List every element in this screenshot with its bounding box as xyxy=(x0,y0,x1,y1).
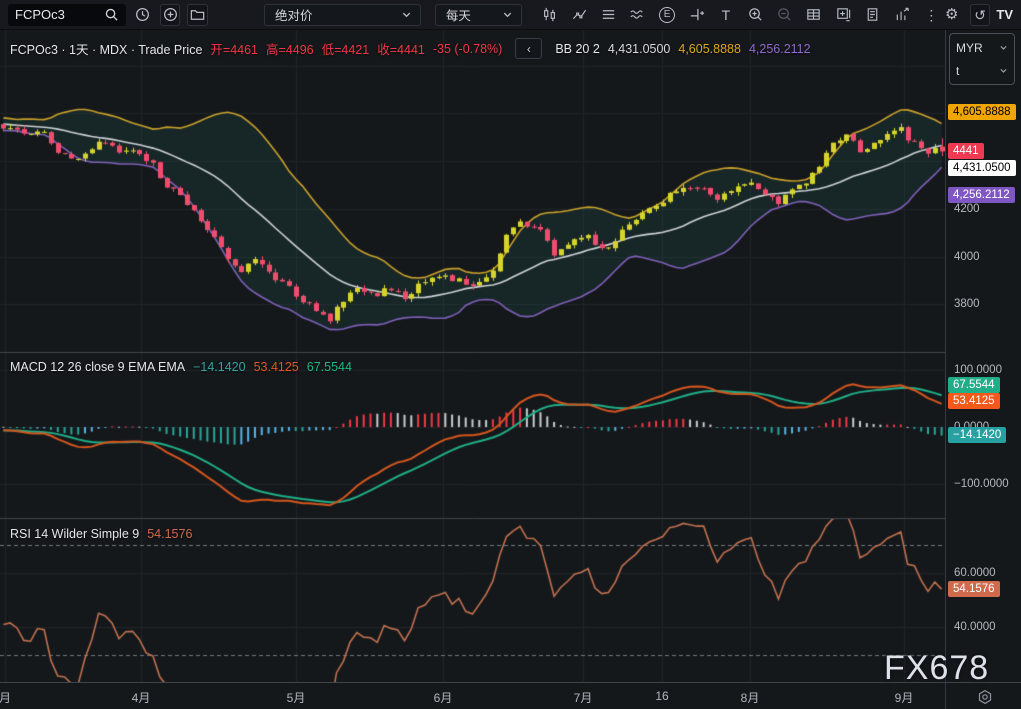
symbol-name: FCPOc3 xyxy=(15,7,65,22)
compare-add-button[interactable] xyxy=(160,4,181,26)
axis-tick-label: −100.0000 xyxy=(954,477,1009,491)
axis-tick-label: 60.0000 xyxy=(954,566,996,580)
trading-chart-app: FCPOc3 绝对价 每天 xyxy=(0,0,1021,709)
indicators-icon[interactable] xyxy=(569,4,589,26)
axis-unit-box: MYR t xyxy=(949,33,1015,85)
bb-legend-name: BB 20 2 xyxy=(555,42,599,56)
time-axis[interactable]: 月 4月 5月 6月 7月 16 8月 9月 xyxy=(0,682,1021,709)
economic-events-icon[interactable]: E xyxy=(657,4,677,26)
axis-tick-label: 100.0000 xyxy=(954,363,1002,377)
price-scale-dropdown[interactable]: 绝对价 xyxy=(264,4,421,26)
rsi-legend: RSI 14 Wilder Simple 9 54.1576 xyxy=(10,527,192,541)
price-badge: 67.5544 xyxy=(948,377,1000,393)
rsi-value: 54.1576 xyxy=(147,527,192,541)
axis-tick-label: 3800 xyxy=(954,297,980,311)
time-tick-label: 8月 xyxy=(741,689,760,706)
ohlc-low: 低=4421 xyxy=(322,39,370,58)
open-layout-folder-button[interactable] xyxy=(187,4,208,26)
price-badge: 4441 xyxy=(948,143,984,159)
interval-dropdown[interactable]: 每天 xyxy=(435,4,522,26)
main-legend-title: FCPOc3 · 1天 · MDX · Trade Price xyxy=(10,39,202,58)
time-tick-label: 4月 xyxy=(132,689,151,706)
notes-icon[interactable] xyxy=(862,4,882,26)
tradingview-logo[interactable]: TV xyxy=(996,7,1013,22)
macd-signal-value: 67.5544 xyxy=(307,360,352,374)
axis-tick-label: 40.0000 xyxy=(954,620,996,634)
ohlc-open: 开=4461 xyxy=(210,39,258,58)
legend-collapse-button[interactable]: ‹ xyxy=(515,38,542,59)
bb-lower-value: 4,256.2112 xyxy=(749,42,811,56)
macd-legend: MACD 12 26 close 9 EMA EMA −14.1420 53.4… xyxy=(10,360,352,374)
settings-gear-icon[interactable]: ⚙ xyxy=(942,4,962,26)
price-badge: 53.4125 xyxy=(948,393,1000,409)
time-tick-label: 16 xyxy=(655,689,668,703)
unit-value: t xyxy=(956,64,959,78)
text-tool-icon[interactable]: T xyxy=(716,4,736,26)
interval-value: 每天 xyxy=(446,5,471,24)
right-axis[interactable]: MYR t 4200 4000 3800 4,605.8888 44414,431.05… xyxy=(945,30,1021,682)
chart-area: FCPOc3 · 1天 · MDX · Trade Price 开=4461 高… xyxy=(0,30,1021,682)
top-toolbar: FCPOc3 绝对价 每天 xyxy=(0,0,1021,30)
publish-chart-icon[interactable] xyxy=(892,4,912,26)
axis-tick-label: 4000 xyxy=(954,250,980,264)
zoom-out-icon[interactable] xyxy=(774,4,794,26)
main-legend: FCPOc3 · 1天 · MDX · Trade Price 开=4461 高… xyxy=(10,38,811,59)
ohlc-high: 高=4496 xyxy=(266,39,314,58)
zoom-in-icon[interactable] xyxy=(745,4,765,26)
price-badge: 4,605.8888 xyxy=(948,104,1016,120)
layout-template-icon[interactable] xyxy=(833,4,853,26)
table-view-icon[interactable] xyxy=(804,4,824,26)
price-badge: 4,431.0500 xyxy=(948,160,1016,176)
price-badge: −14.1420 xyxy=(948,427,1006,443)
currency-dropdown[interactable]: MYR xyxy=(956,41,1008,55)
clock-icon[interactable] xyxy=(133,4,153,26)
bb-basis-value: 4,431.0500 xyxy=(608,42,671,56)
time-tick-label: 7月 xyxy=(574,689,593,706)
price-badge: 4,256.2112 xyxy=(948,187,1015,203)
symbol-search[interactable]: FCPOc3 xyxy=(8,4,126,26)
chevron-down-icon xyxy=(999,66,1008,75)
chart-style-icon[interactable] xyxy=(540,4,560,26)
unit-dropdown[interactable]: t xyxy=(956,64,1008,78)
search-icon xyxy=(104,7,119,22)
chart-canvas[interactable] xyxy=(0,30,945,682)
measure-icon[interactable] xyxy=(686,4,706,26)
time-tick-label: 月 xyxy=(0,689,11,706)
price-scale-value: 绝对价 xyxy=(275,5,313,24)
chevron-down-icon xyxy=(401,9,412,20)
ohlc-close: 收=4441 xyxy=(377,39,425,58)
chevron-down-icon xyxy=(502,9,513,20)
axis-tick-label: 4200 xyxy=(954,202,980,216)
more-options-icon[interactable]: ⋮ xyxy=(921,4,941,26)
currency-value: MYR xyxy=(956,41,983,55)
undo-icon[interactable]: ↺ xyxy=(970,4,991,26)
ohlc-change: -35 (-0.78%) xyxy=(433,42,502,56)
price-badge: 54.1576 xyxy=(948,581,1000,597)
rsi-legend-name: RSI 14 Wilder Simple 9 xyxy=(10,527,139,541)
watermark: FX678 xyxy=(884,649,989,688)
bb-upper-value: 4,605.8888 xyxy=(678,42,741,56)
chevron-down-icon xyxy=(999,43,1008,52)
time-tick-label: 9月 xyxy=(895,689,914,706)
time-tick-label: 5月 xyxy=(287,689,306,706)
macd-histogram-value: −14.1420 xyxy=(193,360,245,374)
time-axis-settings-icon[interactable] xyxy=(974,686,996,708)
patterns-icon[interactable] xyxy=(628,4,648,26)
macd-line-value: 53.4125 xyxy=(254,360,299,374)
indicator-templates-icon[interactable] xyxy=(598,4,618,26)
time-tick-label: 6月 xyxy=(434,689,453,706)
macd-legend-name: MACD 12 26 close 9 EMA EMA xyxy=(10,360,185,374)
